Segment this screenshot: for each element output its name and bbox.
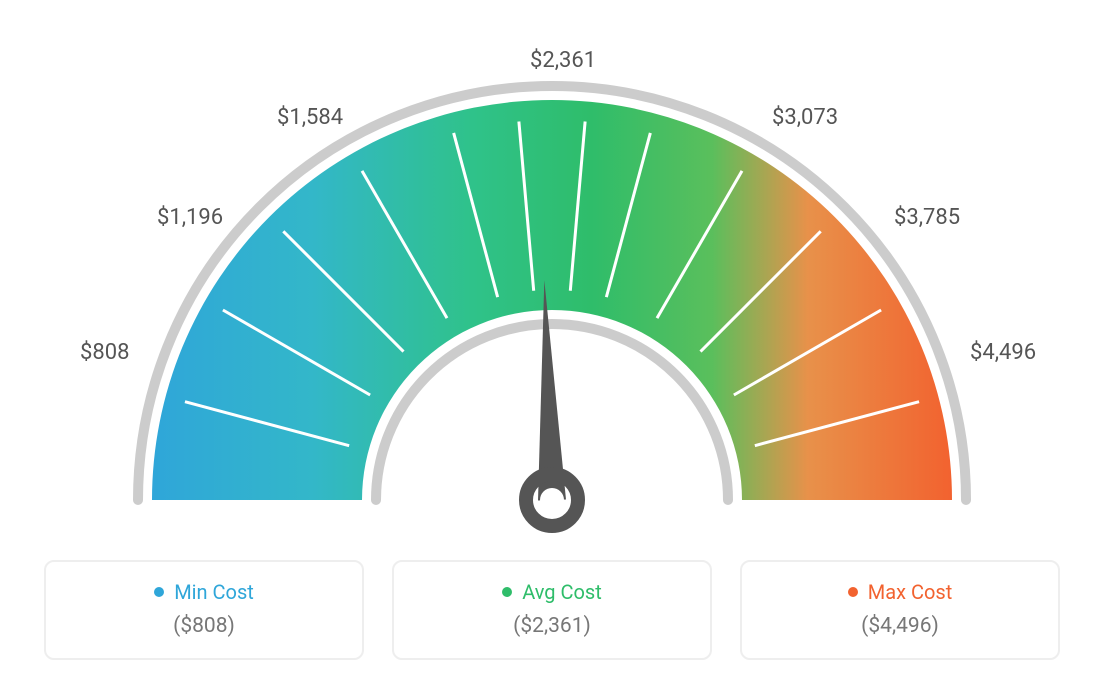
gauge-tick-label: $3,785 — [894, 205, 960, 230]
gauge-tick-label: $1,196 — [157, 205, 223, 230]
gauge-tick-label: $1,584 — [277, 105, 343, 130]
legend-max-label: Max Cost — [868, 580, 953, 604]
legend-avg-label: Avg Cost — [522, 580, 602, 604]
legend-min-cost: Min Cost ($808) — [44, 560, 364, 660]
legend-avg-value: ($2,361) — [513, 614, 591, 638]
legend-avg-cost: Avg Cost ($2,361) — [392, 560, 712, 660]
legend-max-value: ($4,496) — [861, 614, 939, 638]
gauge-tick-label: $3,073 — [772, 105, 838, 130]
legend-min-label: Min Cost — [174, 580, 254, 604]
gauge-tick-label: $4,496 — [970, 340, 1036, 365]
legend-row: Min Cost ($808) Avg Cost ($2,361) Max Co… — [44, 560, 1060, 660]
cost-gauge: $808 $1,196 $1,584 $2,361 $3,073 $3,785 $4,496 — [52, 30, 1052, 550]
gauge-tick-label: $2,361 — [530, 48, 596, 73]
legend-min-title: Min Cost — [154, 580, 254, 604]
dot-icon — [848, 587, 858, 597]
gauge-tick-label: $808 — [80, 340, 129, 365]
dot-icon — [154, 587, 164, 597]
dot-icon — [502, 587, 512, 597]
legend-max-cost: Max Cost ($4,496) — [740, 560, 1060, 660]
legend-min-value: ($808) — [173, 614, 235, 638]
gauge-chart — [102, 80, 1002, 560]
legend-avg-title: Avg Cost — [502, 580, 602, 604]
legend-max-title: Max Cost — [848, 580, 953, 604]
